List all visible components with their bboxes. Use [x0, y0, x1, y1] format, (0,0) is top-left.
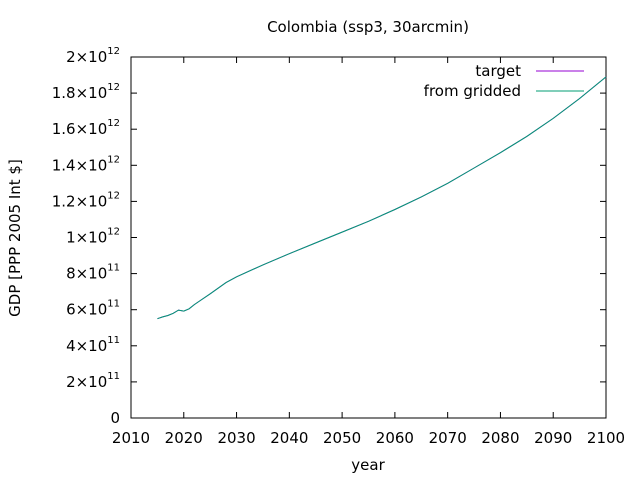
legend-label: target — [475, 62, 521, 80]
series-lines — [157, 76, 607, 320]
y-tick-mantissa: 1.6×10 — [52, 120, 108, 138]
y-tick-mantissa: 0 — [110, 409, 120, 427]
y-tick-label: 2×1011 — [66, 371, 120, 391]
y-tick-mantissa: 1×10 — [66, 229, 107, 247]
y-tick-mantissa: 4×10 — [66, 337, 107, 355]
y-tick-mantissa: 1.8×10 — [52, 84, 108, 102]
y-tick-label: 8×1011 — [66, 263, 120, 283]
x-tick-label: 2090 — [534, 429, 572, 447]
y-tick-mantissa: 1.2×10 — [52, 192, 108, 210]
x-tick-label: 2060 — [376, 429, 414, 447]
plot-border — [130, 56, 607, 419]
x-tick-label: 2050 — [323, 429, 361, 447]
x-tick-label: 2070 — [429, 429, 467, 447]
y-tick-label: 1.4×1012 — [52, 154, 120, 174]
x-tick-label: 2040 — [270, 429, 308, 447]
y-tick-mantissa: 2×10 — [66, 373, 107, 391]
y-tick-exponent: 11 — [107, 299, 120, 310]
y-axis-title: GDP [PPP 2005 Int $] — [6, 159, 24, 317]
y-tick-label: 6×1011 — [66, 299, 120, 319]
x-tick-label: 2030 — [217, 429, 255, 447]
y-tick-label: 2×1012 — [66, 46, 120, 66]
y-tick-exponent: 12 — [107, 154, 120, 165]
chart-title: Colombia (ssp3, 30arcmin) — [267, 18, 469, 36]
y-tick-label: 1.2×1012 — [52, 190, 120, 210]
y-tick-label: 4×1011 — [66, 335, 120, 355]
y-tick-exponent: 12 — [107, 46, 120, 57]
x-tick-label: 2020 — [165, 429, 203, 447]
x-tick-label: 2080 — [481, 429, 519, 447]
y-tick-exponent: 12 — [107, 82, 120, 93]
y-tick-mantissa: 8×10 — [66, 265, 107, 283]
y-tick-exponent: 11 — [107, 263, 120, 274]
y-tick-exponent: 12 — [107, 227, 120, 238]
x-axis-title: year — [351, 456, 385, 474]
y-tick-label: 1.8×1012 — [52, 82, 120, 102]
series-line-0 — [157, 76, 607, 320]
y-tick-mantissa: 2×10 — [66, 48, 107, 66]
y-tick-exponent: 12 — [107, 190, 120, 201]
y-tick-label: 1×1012 — [66, 227, 120, 247]
y-tick-mantissa: 6×10 — [66, 301, 107, 319]
y-tick-label: 1.6×1012 — [52, 118, 120, 138]
y-tick-mantissa: 1.4×10 — [52, 156, 108, 174]
y-tick-exponent: 11 — [107, 335, 120, 346]
axis-ticks: 2010 2020 2030 2040 2050 2060 2070 2080 2090 2100… — [52, 46, 625, 447]
legend-label: from gridded — [424, 82, 521, 100]
y-tick-exponent: 12 — [107, 118, 120, 129]
legend: target from gridded — [424, 62, 584, 100]
x-tick-label: 2010 — [112, 429, 150, 447]
x-tick-label: 2100 — [587, 429, 625, 447]
series-line-1 — [157, 76, 607, 320]
y-tick-exponent: 11 — [107, 371, 120, 382]
y-tick-label: 0 — [110, 409, 120, 427]
